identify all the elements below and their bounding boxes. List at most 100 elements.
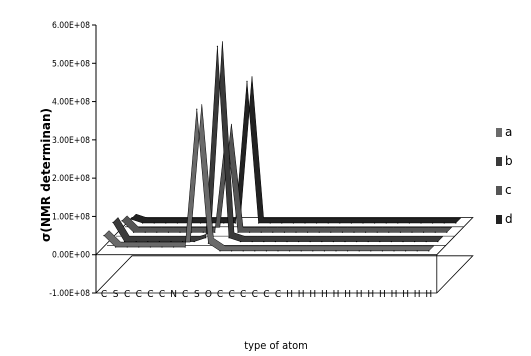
series-point-a bbox=[149, 246, 151, 248]
x-category-label: C bbox=[182, 289, 188, 300]
series-point-a bbox=[161, 246, 163, 248]
series-point-a bbox=[335, 250, 337, 252]
series-point-d bbox=[362, 222, 364, 224]
series-point-c bbox=[202, 231, 204, 233]
series-point-a bbox=[358, 250, 360, 252]
legend-label-b: b bbox=[505, 154, 513, 168]
series-point-a bbox=[231, 250, 233, 252]
series-point-c bbox=[133, 231, 135, 233]
series-point-d bbox=[292, 222, 294, 224]
series-point-a bbox=[277, 250, 279, 252]
series-point-c bbox=[399, 231, 401, 233]
series-ribbons bbox=[98, 41, 464, 256]
x-category-label: S bbox=[194, 289, 200, 300]
series-point-d bbox=[165, 222, 167, 224]
series-point-b bbox=[390, 240, 392, 243]
series-point-c bbox=[179, 231, 181, 233]
series-point-b bbox=[112, 221, 114, 224]
base-plane bbox=[95, 255, 474, 294]
y-axis-title: σ(NMR determinan) bbox=[39, 108, 53, 242]
series-point-b bbox=[344, 240, 346, 243]
x-category-label: H bbox=[425, 289, 432, 300]
series-point-a bbox=[393, 250, 395, 252]
series-point-d bbox=[432, 222, 434, 224]
series-point-a bbox=[173, 246, 175, 248]
series-point-b bbox=[402, 240, 404, 243]
y-tick-label: 5.00E+08 bbox=[52, 59, 90, 69]
series-point-b bbox=[216, 45, 218, 47]
series-point-b bbox=[437, 240, 439, 243]
series-point-a bbox=[300, 250, 302, 252]
y-tick-label: 6.00E+08 bbox=[52, 21, 90, 31]
series-point-b bbox=[286, 240, 288, 243]
series-point-d bbox=[327, 222, 329, 224]
series-point-b bbox=[263, 240, 265, 243]
series-point-c bbox=[446, 231, 448, 233]
x-category-label: H bbox=[414, 289, 421, 300]
series-point-b bbox=[274, 240, 276, 243]
series-point-c bbox=[144, 231, 146, 233]
series-point-c bbox=[376, 231, 378, 233]
series-point-a bbox=[254, 250, 256, 252]
series-point-a bbox=[207, 242, 209, 244]
series-point-b bbox=[205, 237, 207, 239]
series-point-d bbox=[281, 222, 283, 224]
series-ribbon-a bbox=[103, 104, 435, 252]
x-category-label: H bbox=[402, 289, 409, 300]
series-point-c bbox=[272, 231, 274, 233]
series-point-c bbox=[191, 231, 193, 233]
series-point-d bbox=[316, 222, 318, 224]
series-point-b bbox=[379, 240, 381, 243]
x-category-label: C bbox=[136, 289, 142, 300]
series-point-b bbox=[414, 240, 416, 243]
x-category-label: H bbox=[298, 289, 305, 300]
legend-label-d: d bbox=[505, 212, 513, 226]
x-category-label: H bbox=[321, 289, 328, 300]
x-category-label: H bbox=[367, 289, 374, 300]
series-point-a bbox=[242, 250, 244, 252]
x-category-label: C bbox=[240, 289, 246, 300]
y-tick-label: 0.00E+00 bbox=[52, 251, 90, 261]
series-point-c bbox=[434, 231, 436, 233]
series-point-c bbox=[341, 231, 343, 233]
series-point-d bbox=[142, 222, 144, 224]
series-point-c bbox=[388, 231, 390, 233]
series-point-b bbox=[332, 240, 334, 243]
series-point-a bbox=[103, 234, 105, 237]
y-tick-label: 4.00E+08 bbox=[52, 98, 90, 108]
series-point-a bbox=[323, 250, 325, 252]
x-category-label: C bbox=[147, 289, 153, 300]
series-point-d bbox=[408, 222, 410, 224]
legend-swatch-b bbox=[496, 157, 502, 166]
series-point-d bbox=[258, 222, 260, 224]
series-point-c bbox=[330, 231, 332, 233]
chart-axes bbox=[95, 25, 474, 294]
x-category-label: C bbox=[101, 289, 107, 300]
legend-swatch-c bbox=[496, 186, 502, 195]
series-point-b bbox=[193, 240, 195, 243]
x-category-label: N bbox=[170, 289, 177, 300]
x-category-label: C bbox=[252, 289, 258, 300]
series-point-b bbox=[251, 240, 253, 243]
x-category-label: C bbox=[275, 289, 281, 300]
series-point-d bbox=[443, 222, 445, 224]
series-point-a bbox=[196, 108, 198, 110]
series-point-d bbox=[397, 222, 399, 224]
series-point-d bbox=[304, 222, 306, 224]
series-point-d bbox=[385, 222, 387, 224]
series-point-b bbox=[425, 240, 427, 243]
series-point-c bbox=[167, 231, 169, 233]
series-point-c bbox=[295, 231, 297, 233]
legend-swatch-a bbox=[496, 128, 502, 137]
series-point-c bbox=[365, 231, 367, 233]
series-point-d bbox=[269, 222, 271, 224]
series-point-d bbox=[200, 222, 202, 224]
series-point-b bbox=[298, 240, 300, 243]
series-point-b bbox=[240, 240, 242, 243]
series-point-d bbox=[234, 222, 236, 224]
series-point-d bbox=[374, 222, 376, 224]
y-tick-label: 2.00E+08 bbox=[52, 174, 90, 184]
x-category-label: C bbox=[217, 289, 223, 300]
